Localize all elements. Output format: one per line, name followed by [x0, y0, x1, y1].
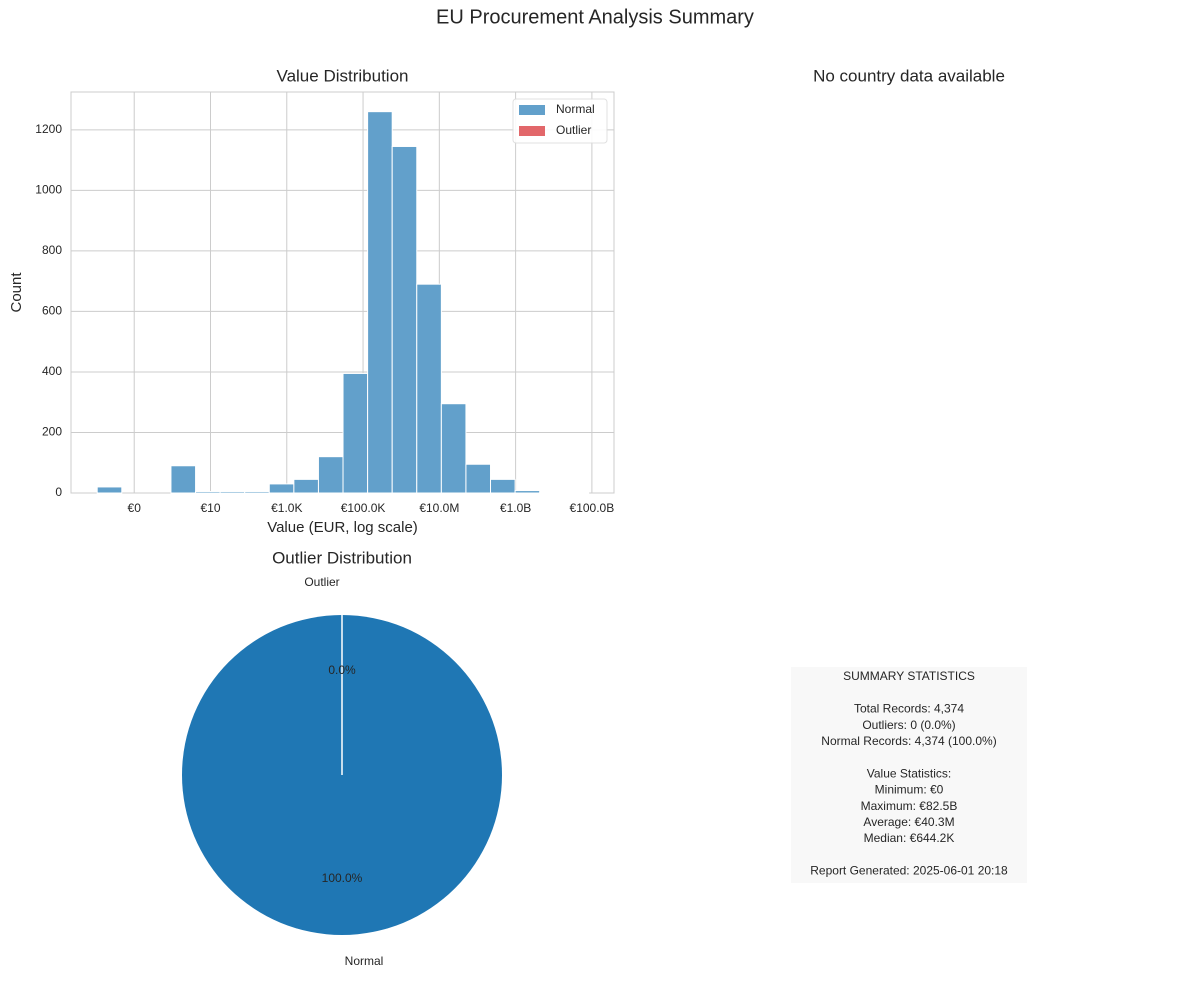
x-tick-label: €10.0M — [419, 501, 459, 515]
histogram-bar — [416, 283, 442, 494]
histogram-bar — [195, 490, 221, 494]
y-tick-label: 400 — [42, 364, 62, 378]
x-tick-label: €10 — [200, 501, 220, 515]
y-tick-label: 1000 — [35, 183, 62, 197]
pie-value-label: 0.0% — [328, 663, 356, 677]
x-axis-label: Value (EUR, log scale) — [267, 519, 418, 536]
summary-line: Report Generated: 2025-06-01 20:18 — [810, 864, 1008, 878]
histogram-bar — [440, 403, 467, 494]
histogram-bar — [514, 490, 541, 494]
histogram-bar — [465, 463, 492, 494]
summary-line: Total Records: 4,374 — [854, 702, 964, 716]
pie-label: Outlier — [304, 575, 339, 589]
x-tick-label: €1.0B — [500, 501, 531, 515]
histogram-bar — [96, 486, 123, 494]
summary-line: Outliers: 0 (0.0%) — [862, 718, 955, 732]
summary-line: Normal Records: 4,374 (100.0%) — [821, 734, 996, 748]
y-axis-label: Count — [8, 272, 25, 313]
y-tick-label: 800 — [42, 243, 62, 257]
x-tick-label: €1.0K — [271, 501, 302, 515]
summary-line: Value Statistics: — [867, 766, 951, 780]
summary-line: Minimum: €0 — [875, 783, 944, 797]
chart-title: No country data available — [813, 66, 1005, 85]
pie-value-label: 100.0% — [322, 871, 363, 885]
summary-line: Median: €644.2K — [864, 831, 955, 845]
histogram-bar — [342, 372, 369, 494]
legend-label: Normal — [556, 102, 595, 116]
histogram-bar — [391, 145, 418, 494]
chart-title: Value Distribution — [277, 66, 409, 85]
legend-swatch — [519, 126, 545, 136]
histogram-bar — [317, 456, 344, 494]
legend-label: Outlier — [556, 123, 591, 137]
histogram-bar — [244, 490, 270, 494]
summary-line: SUMMARY STATISTICS — [843, 669, 975, 683]
y-tick-label: 200 — [42, 425, 62, 439]
figure-title: EU Procurement Analysis Summary — [436, 6, 754, 28]
y-tick-label: 1200 — [35, 122, 62, 136]
y-tick-label: 0 — [55, 485, 62, 499]
chart-title: Outlier Distribution — [272, 548, 412, 567]
summary-line: Average: €40.3M — [863, 815, 954, 829]
y-tick-label: 600 — [42, 304, 62, 318]
summary-box — [791, 667, 1027, 883]
legend-swatch — [519, 105, 545, 115]
x-tick-label: €100.0B — [570, 501, 615, 515]
histogram-bar — [170, 465, 197, 494]
plot-area — [70, 91, 615, 494]
pie-label: Normal — [345, 954, 384, 968]
histogram-bar — [490, 478, 516, 494]
histogram-bar — [367, 111, 393, 494]
x-tick-label: €0 — [128, 501, 142, 515]
x-tick-label: €100.0K — [341, 501, 386, 515]
summary-line: Maximum: €82.5B — [861, 799, 958, 813]
histogram-bar — [268, 483, 295, 494]
histogram-bar — [293, 478, 319, 494]
histogram-bar — [219, 490, 246, 494]
